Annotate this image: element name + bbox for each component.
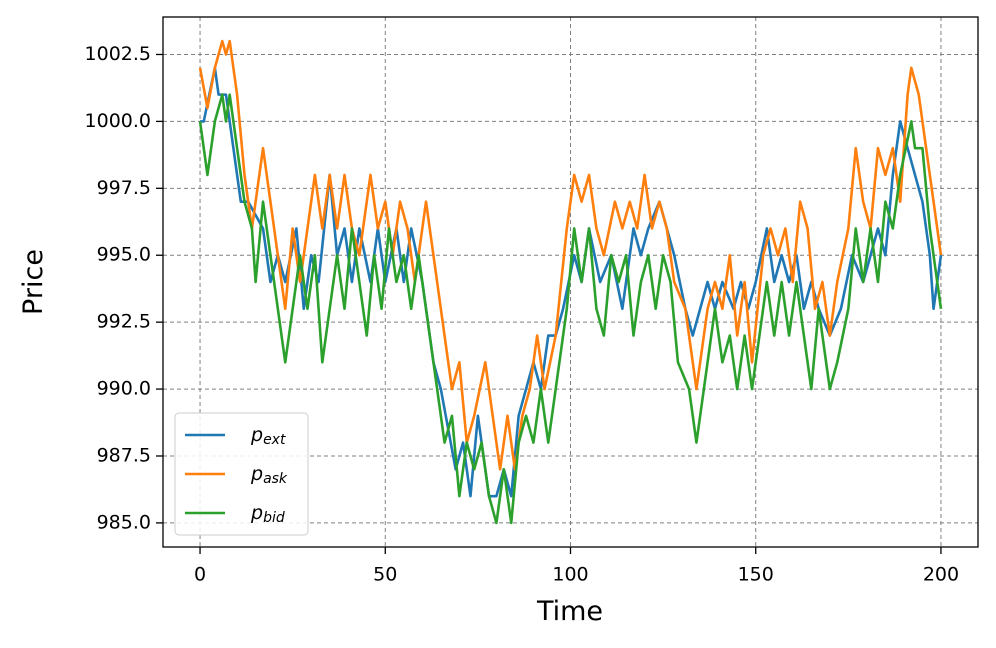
y-tick-label: 990.0 (97, 378, 151, 400)
line-series (198, 93, 943, 525)
plot-lines (198, 39, 943, 525)
y-tick-label: 992.5 (97, 311, 151, 333)
y-tick-label: 1002.5 (85, 43, 151, 65)
y-tick-label: 1000.0 (85, 110, 151, 132)
y-tick-label: 995.0 (97, 244, 151, 266)
x-tick-label: 100 (552, 564, 588, 586)
x-tick-label: 200 (923, 564, 959, 586)
x-tick-label: 0 (194, 564, 206, 586)
ticks: 0 50 100 150 200 985.0 987.5 990.0 992.5 995.0 997… (85, 43, 960, 586)
x-axis-label: Time (536, 596, 603, 627)
legend: pext pask pbid (174, 412, 309, 536)
x-tick-label: 150 (738, 564, 774, 586)
legend-label: pbid (250, 502, 285, 527)
y-axis-label: Price (18, 249, 49, 315)
y-tick-label: 997.5 (97, 177, 151, 199)
legend-box (174, 412, 309, 536)
x-tick-label: 50 (373, 564, 397, 586)
legend-label: pask (250, 463, 288, 488)
line-series (198, 39, 943, 471)
legend-label: pext (250, 424, 286, 449)
y-tick-label: 985.0 (97, 511, 151, 533)
y-tick-label: 987.5 (97, 444, 151, 466)
